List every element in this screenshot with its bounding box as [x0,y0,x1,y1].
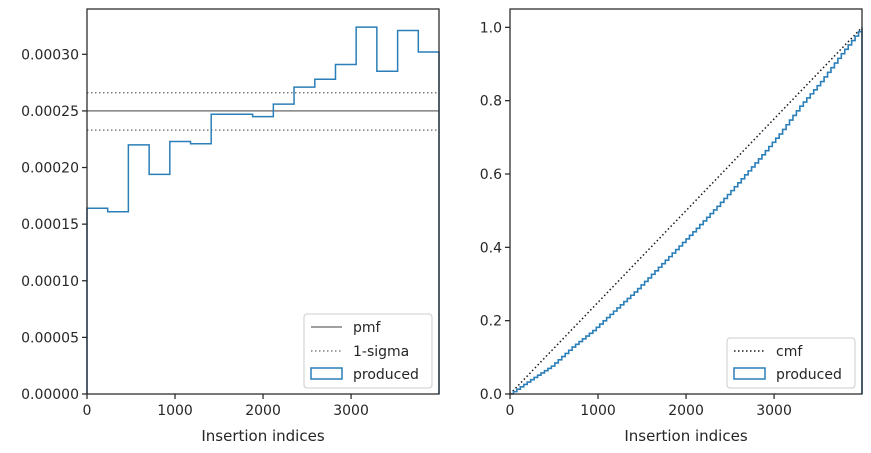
cumulative-y-tick-label: 0.8 [480,94,502,110]
legend-produced-label-cumulative: produced [776,367,842,383]
histogram-x-axis-label: Insertion indices [201,427,324,445]
histogram-panel: 0 1000 2000 3000 0.000000.000050.000100.000… [21,8,440,445]
cumulative-x-tick-label: 1000 [580,403,616,419]
cumulative-legend: cmf produced [726,337,856,389]
legend-produced-label: produced [353,367,419,383]
histogram-y-tick-label: 0.00015 [21,217,79,233]
cumulative-y-tick-label: 0.4 [480,240,502,256]
legend-produced-swatch [310,367,343,380]
cumulative-x-tick-label: 3000 [756,403,792,419]
cumulative-y-tick-label: 0.2 [480,314,502,330]
histogram-y-tick-label: 0.00005 [21,330,79,346]
produced-cumulative-step [510,27,863,395]
histogram-y-ticks: 0.00000 0.00005 0.00010 0.00015 0.00020 0.000… [21,47,87,403]
produced-histogram-step [86,26,440,394]
legend-cmf-label: cmf [776,344,803,360]
cumulative-x-tick-label: 0 [506,403,515,419]
legend-1-sigma-label: 1-sigma [353,344,409,360]
cumulative-x-ticks: 0 1000 2000 3000 [506,394,792,419]
legend-produced-swatch-cumulative [733,367,766,380]
cumulative-plot-area [509,26,863,395]
cmf-line [509,26,863,395]
cumulative-y-tick-label: 1.0 [480,20,502,36]
histogram-y-tick-label: 0.00030 [21,47,79,63]
cumulative-y-ticks: 0.0 0.2 0.4 0.6 0.8 1.0 [480,20,510,403]
cumulative-y-tick-label: 0.0 [480,387,502,403]
histogram-y-tick-label: 0.00020 [21,161,79,177]
cumulative-y-tick-label: 0.6 [480,167,502,183]
histogram-x-tick-label: 2000 [245,403,281,419]
histogram-y-tick-label: 0.00000 [21,387,79,403]
cumulative-x-axis-label: Insertion indices [624,427,747,445]
histogram-legend-box [303,313,433,389]
legend-pmf-label: pmf [353,320,382,336]
histogram-legend: pmf 1-sigma produced [303,313,433,389]
histogram-x-tick-label: 3000 [333,403,369,419]
histogram-plot-area [86,26,440,394]
histogram-x-ticks: 0 1000 2000 3000 [83,394,369,419]
cumulative-panel: 0 1000 2000 3000 0.0 0.2 0.4 0.6 0.8 1.0 Inserti… [480,8,863,445]
cumulative-x-tick-label: 2000 [668,403,704,419]
histogram-y-tick-label: 0.00010 [21,274,79,290]
histogram-x-tick-label: 1000 [157,403,193,419]
histogram-y-tick-label: 0.00025 [21,104,79,120]
histogram-x-tick-label: 0 [83,403,92,419]
